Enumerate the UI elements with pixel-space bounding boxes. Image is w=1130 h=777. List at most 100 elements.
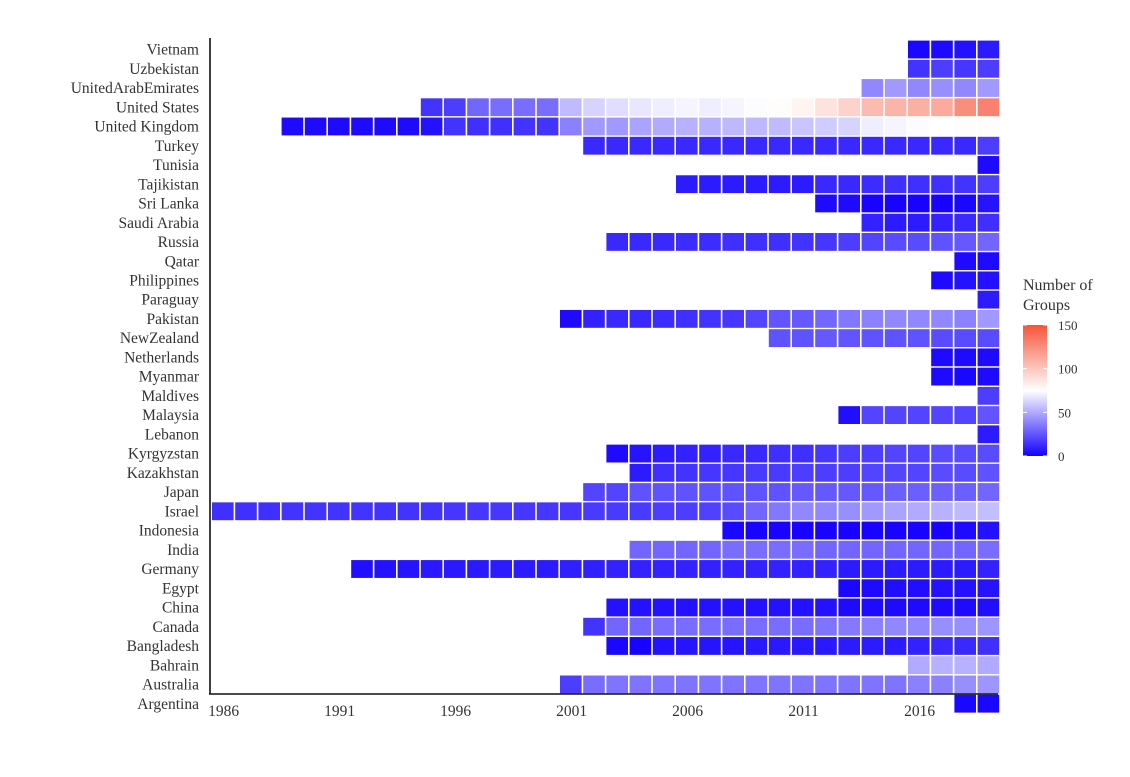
- y-tick-label: United Kingdom: [94, 119, 199, 136]
- heatmap-cell: [676, 117, 698, 136]
- heatmap-cell: [861, 540, 884, 559]
- heatmap-cell: [954, 637, 976, 655]
- y-tick-label: Tajikistan: [138, 176, 199, 193]
- heatmap-cell: [745, 98, 768, 117]
- heatmap-cell: [652, 598, 675, 617]
- heatmap-cell: [861, 406, 884, 424]
- heatmap-cell: [954, 598, 976, 617]
- heatmap-cell: [606, 117, 628, 136]
- heatmap-cell: [792, 117, 814, 136]
- heatmap-cell: [351, 117, 373, 136]
- heatmap-cell: [931, 406, 953, 424]
- heatmap-cell: [884, 598, 907, 617]
- heatmap-cell: [676, 175, 698, 194]
- heatmap-cell: [745, 502, 768, 521]
- heatmap-cell: [792, 136, 814, 155]
- heatmap-cell: [838, 98, 860, 117]
- heatmap-cell: [931, 348, 953, 367]
- heatmap-cell: [420, 117, 443, 136]
- y-tick-label: Tunisia: [153, 157, 199, 174]
- y-tick-label: Malaysia: [142, 407, 199, 424]
- heatmap-cell: [397, 117, 420, 136]
- heatmap-cell: [954, 502, 976, 521]
- heatmap-cell: [699, 444, 721, 463]
- heatmap-cell: [768, 117, 791, 136]
- heatmap-cell: [304, 117, 327, 136]
- x-tick-label: 2011: [788, 703, 818, 720]
- heatmap-cell: [977, 560, 1000, 578]
- heatmap-cell: [699, 309, 721, 328]
- heatmap-cell: [977, 694, 1000, 713]
- heatmap-cell: [606, 675, 628, 694]
- heatmap-cell: [676, 483, 698, 501]
- x-tick-label: 1986: [208, 703, 239, 720]
- heatmap-cell: [397, 502, 420, 521]
- heatmap-cell: [467, 117, 489, 136]
- heatmap-cell: [977, 213, 1000, 232]
- heatmap-cell: [977, 367, 1000, 386]
- heatmap-cell: [652, 117, 675, 136]
- heatmap-cell: [908, 521, 930, 540]
- heatmap-cell: [931, 579, 953, 598]
- heatmap-cell: [676, 598, 698, 617]
- heatmap-cell: [606, 309, 628, 328]
- heatmap-cell: [815, 617, 837, 636]
- heatmap-cell: [490, 98, 512, 117]
- heatmap-cell: [977, 675, 1000, 694]
- heatmap-cell: [954, 483, 976, 501]
- heatmap-cell: [815, 98, 837, 117]
- heatmap-cell: [977, 502, 1000, 521]
- heatmap-cell: [745, 483, 768, 501]
- heatmap-cell: [768, 675, 791, 694]
- heatmap-cell: [815, 329, 837, 348]
- heatmap-cell: [815, 136, 837, 155]
- heatmap-cell: [977, 271, 1000, 290]
- heatmap-cell: [884, 117, 907, 136]
- heatmap-cell: [583, 483, 605, 501]
- heatmap-cell: [768, 483, 791, 501]
- heatmap-cell: [884, 675, 907, 694]
- heatmap-cell: [954, 579, 976, 598]
- heatmap-cell: [977, 309, 1000, 328]
- heatmap-cell: [815, 540, 837, 559]
- heatmap-cell: [908, 540, 930, 559]
- heatmap-cell: [792, 617, 814, 636]
- heatmap-cell: [745, 309, 768, 328]
- heatmap-cell: [768, 617, 791, 636]
- heatmap-cell: [908, 579, 930, 598]
- legend-tick-label: 0: [1058, 449, 1065, 464]
- heatmap-cell: [699, 233, 721, 251]
- heatmap-cell: [676, 136, 698, 155]
- heatmap-cell: [815, 560, 837, 578]
- heatmap-cell: [884, 79, 907, 97]
- heatmap-cell: [908, 309, 930, 328]
- heatmap-cell: [977, 59, 1000, 78]
- heatmap-cell: [513, 98, 536, 117]
- heatmap-cell: [652, 502, 675, 521]
- heatmap-cell: [467, 502, 489, 521]
- heatmap-cell: [931, 675, 953, 694]
- heatmap-cell: [676, 637, 698, 655]
- heatmap-cell: [838, 329, 860, 348]
- heatmap-cell: [815, 675, 837, 694]
- heatmap-cell: [954, 233, 976, 251]
- heatmap-cell: [931, 521, 953, 540]
- heatmap-cell: [745, 617, 768, 636]
- heatmap-cell: [699, 637, 721, 655]
- heatmap-cell: [884, 444, 907, 463]
- heatmap-cell: [676, 560, 698, 578]
- heatmap-cell: [722, 617, 744, 636]
- heatmap-cell: [838, 444, 860, 463]
- heatmap-cell: [652, 540, 675, 559]
- heatmap-cell: [676, 98, 698, 117]
- heatmap-cell: [583, 502, 605, 521]
- legend-tick-label: 50: [1058, 405, 1071, 420]
- heatmap-cell: [513, 502, 536, 521]
- heatmap-cell: [931, 560, 953, 578]
- heatmap-cell: [560, 309, 582, 328]
- y-tick-label: Lebanon: [145, 426, 199, 443]
- heatmap-cell: [884, 194, 907, 213]
- heatmap-cell: [768, 598, 791, 617]
- heatmap-cell: [931, 271, 953, 290]
- heatmap-cell: [954, 175, 976, 194]
